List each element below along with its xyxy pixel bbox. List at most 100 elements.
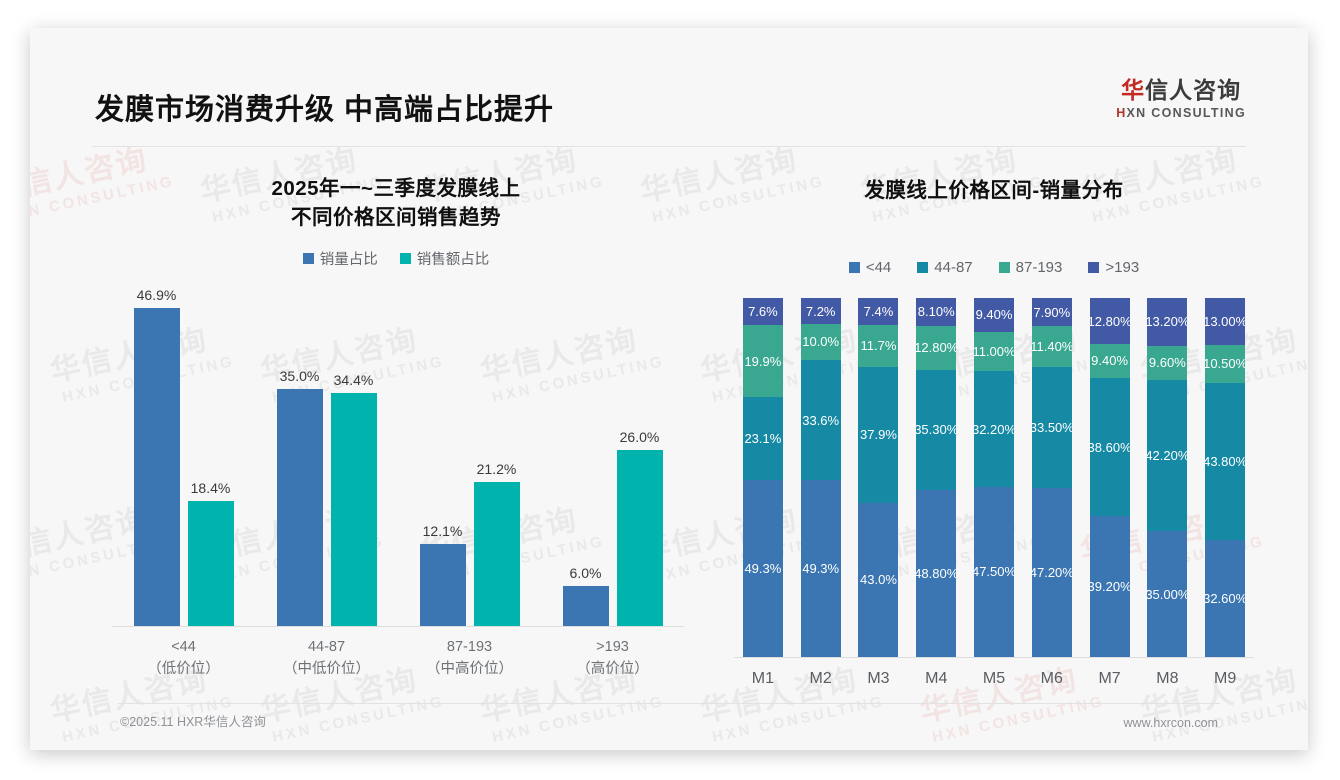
stack-segment-label: 47.20% [1031, 564, 1072, 580]
legend-swatch-icon [917, 262, 929, 274]
stacked-bar[interactable]: 7.90% 11.40% 33.50% 47.20% [1031, 298, 1072, 658]
stack-segment-label: 42.20% [1147, 448, 1188, 464]
bar-column[interactable]: 46.9% [133, 287, 180, 627]
stack-segment-label: 9.40% [1091, 353, 1129, 369]
stack-segment[interactable]: 10.50% [1205, 344, 1246, 383]
logo-cn-first-char: 华 [1121, 77, 1146, 103]
x-tick-range: 87-193 [446, 639, 493, 656]
stack-segment[interactable]: 33.6% [800, 359, 841, 481]
stacked-bar-column[interactable]: 13.00% 10.50% 43.80% 32.60% [1196, 298, 1254, 658]
stacked-bar-column[interactable]: 7.2% 10.0% 33.6% 49.3% [792, 298, 850, 658]
stacked-bar-column[interactable]: 7.90% 11.40% 33.50% 47.20% [1023, 298, 1081, 658]
stack-segment-label: 7.90% [1033, 304, 1071, 320]
stacked-bar[interactable]: 9.40% 11.00% 32.20% 47.50% [974, 298, 1015, 658]
stack-segment[interactable]: 38.60% [1089, 377, 1130, 517]
bar[interactable] [187, 501, 234, 627]
company-logo: 华信人咨询 HXN CONSULTING [1116, 77, 1246, 121]
stack-segment[interactable]: 48.80% [916, 490, 957, 658]
stack-segment-label: 11.40% [1031, 339, 1072, 355]
stack-segment[interactable]: 33.50% [1031, 367, 1072, 488]
left-chart-x-axis-labels: <44 （低价位） 44-87 （中低价位） 87-193 （中高价位） >193 （高价位） [112, 627, 684, 681]
stack-segment[interactable]: 7.90% [1031, 298, 1072, 327]
stack-segment[interactable]: 43.0% [858, 502, 899, 658]
logo-en-first-char: H [1116, 106, 1127, 121]
stack-segment[interactable]: 35.30% [916, 369, 957, 491]
stack-segment-label: 7.2% [805, 303, 836, 319]
bar[interactable] [276, 388, 323, 627]
stack-segment[interactable]: 7.4% [858, 298, 899, 325]
bar[interactable] [473, 482, 520, 627]
stack-segment[interactable]: 12.80% [916, 325, 957, 370]
stack-segment-label: 7.6% [748, 304, 778, 320]
legend-item[interactable]: 销量占比 [302, 248, 378, 269]
stack-segment[interactable]: 42.20% [1147, 379, 1188, 532]
stack-segment[interactable]: 43.80% [1205, 382, 1246, 540]
bar[interactable] [616, 449, 663, 627]
stack-segment[interactable]: 13.00% [1205, 298, 1246, 345]
stacked-bar[interactable]: 13.00% 10.50% 43.80% 32.60% [1205, 298, 1246, 658]
stack-segment-label: 43.0% [860, 572, 897, 588]
bar-value-label: 6.0% [569, 564, 602, 581]
logo-chinese-text: 华信人咨询 [1116, 77, 1246, 103]
bar-column[interactable]: 26.0% [616, 287, 663, 627]
stack-segment[interactable]: 19.9% [742, 325, 783, 397]
stack-segment[interactable]: 47.20% [1031, 487, 1072, 658]
bar-value-label: 18.4% [190, 480, 231, 497]
stack-segment[interactable]: 12.80% [1089, 298, 1130, 345]
slide-page: 华信人咨询 HXN CONSULTING 华信人咨询 HXN CONSULTING 华信… [30, 28, 1308, 750]
stacked-bar[interactable]: 12.80% 9.40% 38.60% 39.20% [1089, 298, 1130, 658]
stack-segment[interactable]: 7.2% [800, 298, 841, 324]
legend-item[interactable]: >193 [1088, 259, 1139, 276]
stacked-bar[interactable]: 7.4% 11.7% 37.9% 43.0% [858, 298, 899, 658]
stacked-bar-column[interactable]: 9.40% 11.00% 32.20% 47.50% [965, 298, 1023, 658]
stack-segment[interactable]: 9.40% [1089, 344, 1130, 378]
legend-item[interactable]: 87-193 [998, 259, 1062, 276]
bar-column[interactable]: 18.4% [187, 287, 234, 627]
stacked-bar[interactable]: 7.6% 19.9% 23.1% 49.3% [742, 298, 783, 658]
stacked-bar-column[interactable]: 7.6% 19.9% 23.1% 49.3% [734, 298, 792, 658]
stack-segment[interactable]: 11.7% [858, 324, 899, 367]
stacked-bar-column[interactable]: 8.10% 12.80% 35.30% 48.80% [907, 298, 965, 658]
stack-segment[interactable]: 7.6% [742, 298, 783, 326]
stacked-bar[interactable]: 8.10% 12.80% 35.30% 48.80% [916, 298, 957, 658]
stack-segment[interactable]: 39.20% [1089, 516, 1130, 658]
stack-segment[interactable]: 49.3% [800, 480, 841, 658]
bar[interactable] [562, 585, 609, 627]
left-chart-title: 2025年一~三季度发膜线上 不同价格区间销售趋势 [86, 156, 706, 232]
legend-item[interactable]: <44 [848, 259, 891, 276]
stacked-bar-column[interactable]: 7.4% 11.7% 37.9% 43.0% [850, 298, 908, 658]
stacked-bar[interactable]: 7.2% 10.0% 33.6% 49.3% [800, 298, 841, 658]
bar[interactable] [133, 308, 180, 627]
stacked-bar-column[interactable]: 13.20% 9.60% 42.20% 35.00% [1138, 298, 1196, 658]
stack-segment[interactable]: 37.9% [858, 366, 899, 503]
stack-segment[interactable]: 11.00% [974, 331, 1015, 372]
stack-segment[interactable]: 49.3% [742, 479, 783, 658]
stack-segment-label: 12.80% [916, 340, 957, 356]
stack-segment[interactable]: 9.60% [1147, 345, 1188, 380]
x-tick-range: >193 [596, 639, 629, 656]
stack-segment[interactable]: 8.10% [916, 298, 957, 326]
stack-segment-label: 10.0% [802, 334, 840, 350]
bar-column[interactable]: 12.1% [419, 287, 466, 627]
bar-column[interactable]: 34.4% [330, 287, 377, 627]
stacked-bar[interactable]: 13.20% 9.60% 42.20% 35.00% [1147, 298, 1188, 658]
stack-segment[interactable]: 13.20% [1147, 298, 1188, 346]
stack-segment[interactable]: 35.00% [1147, 531, 1188, 658]
stack-segment[interactable]: 32.60% [1205, 539, 1246, 658]
bar-column[interactable]: 21.2% [473, 287, 520, 627]
bar[interactable] [419, 544, 466, 627]
stack-segment[interactable]: 9.40% [974, 298, 1015, 332]
stack-segment[interactable]: 11.40% [1031, 326, 1072, 368]
stack-segment[interactable]: 10.0% [800, 323, 841, 360]
bar[interactable] [330, 393, 377, 627]
bar-column[interactable]: 35.0% [276, 287, 323, 627]
stacked-bar-column[interactable]: 12.80% 9.40% 38.60% 39.20% [1081, 298, 1139, 658]
legend-item[interactable]: 销售额占比 [399, 248, 489, 269]
stack-segment-label: 47.50% [974, 564, 1015, 580]
stack-segment[interactable]: 23.1% [742, 396, 783, 480]
stack-segment[interactable]: 32.20% [974, 371, 1015, 487]
x-tick-range: <44 [171, 639, 196, 656]
bar-column[interactable]: 6.0% [562, 287, 609, 627]
stack-segment[interactable]: 47.50% [974, 486, 1015, 658]
legend-item[interactable]: 44-87 [917, 259, 973, 276]
